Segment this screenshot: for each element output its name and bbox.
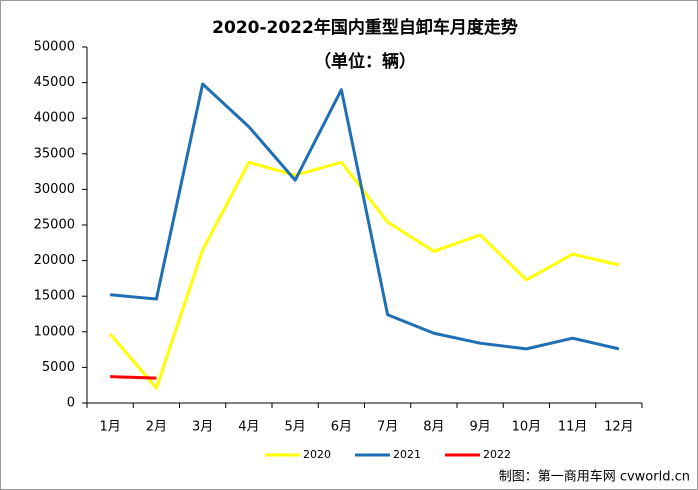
x-tick-label: 3月 (192, 420, 213, 435)
y-tick-label: 45000 (34, 75, 75, 90)
line-series (108, 160, 620, 390)
legend-label: 2020 (303, 448, 331, 461)
line-series (110, 375, 157, 380)
x-tick-label: 2月 (146, 420, 167, 435)
y-tick-label: 0 (67, 396, 75, 411)
chart-title: 2020-2022年国内重型自卸车月度走势 (212, 17, 518, 38)
x-tick-label: 6月 (331, 420, 352, 435)
y-tick-label: 50000 (34, 40, 75, 55)
x-tick-label: 9月 (469, 420, 490, 435)
y-tick-label: 5000 (42, 360, 75, 375)
x-tick-label: 8月 (423, 420, 444, 435)
y-tick-label: 40000 (34, 111, 75, 126)
legend-label: 2022 (483, 448, 511, 461)
y-tick-label: 25000 (34, 218, 75, 233)
y-tick-label: 15000 (34, 289, 75, 304)
y-tick-label: 10000 (34, 324, 75, 339)
x-tick-label: 5月 (284, 420, 305, 435)
chart-subtitle: （单位：辆） (314, 51, 416, 72)
x-tick-label: 4月 (238, 420, 259, 435)
y-tick-label: 20000 (34, 253, 75, 268)
x-tick-label: 7月 (377, 420, 398, 435)
footer: 制图：第一商用车网 cvworld.cn (499, 469, 690, 485)
x-tick-label: 1月 (99, 420, 120, 435)
y-tick-label: 35000 (34, 146, 75, 161)
x-tick-label: 11月 (558, 420, 588, 435)
legend-label: 2021 (393, 448, 421, 461)
y-tick-label: 30000 (34, 182, 75, 197)
x-tick-label: 10月 (512, 420, 542, 435)
line-series (109, 82, 620, 351)
x-tick-label: 12月 (604, 420, 634, 435)
